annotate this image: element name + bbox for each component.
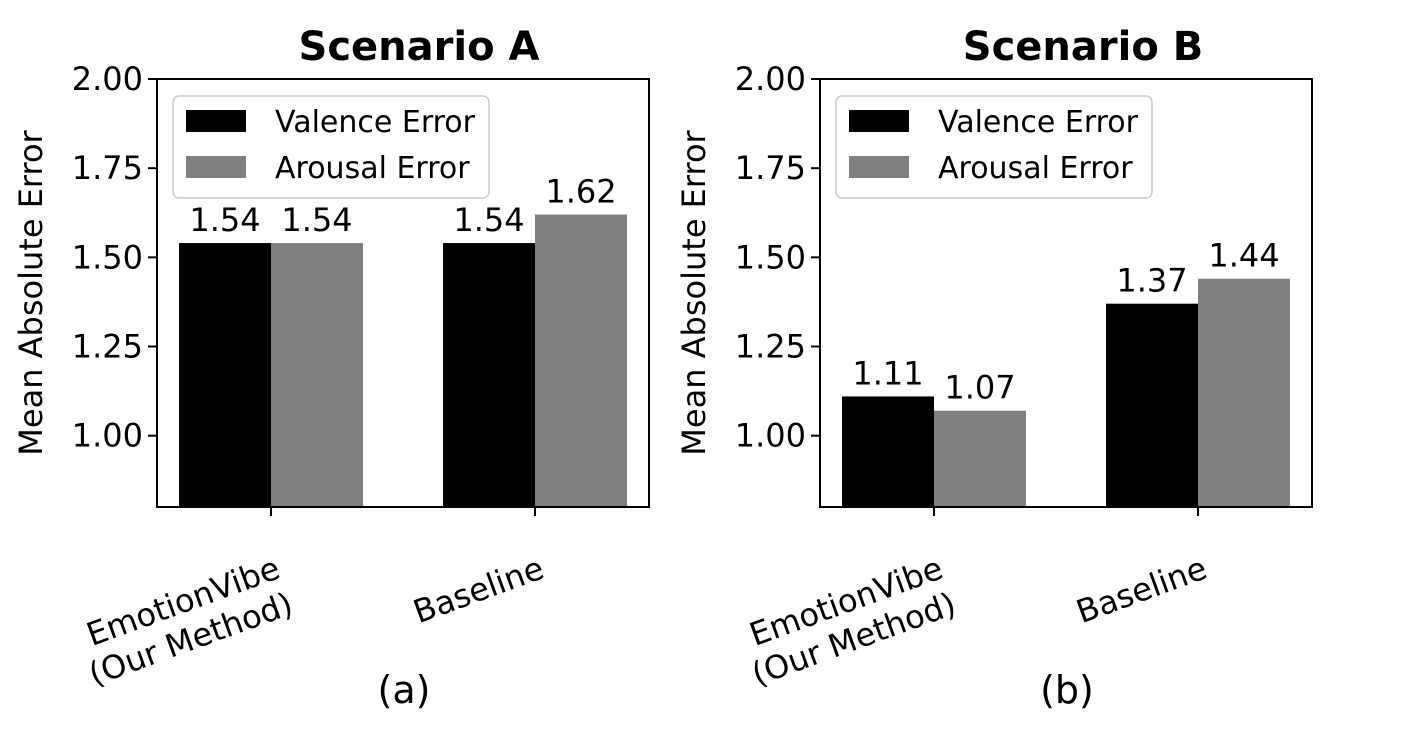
bar-valence-error <box>842 396 934 507</box>
legend-swatch <box>186 156 246 178</box>
panel-caption: (b) <box>1040 668 1094 712</box>
legend-box <box>835 95 1153 199</box>
x-tick-label-line: Baseline <box>408 549 548 631</box>
y-tick-label: 1.50 <box>735 238 806 276</box>
y-tick-label: 1.25 <box>735 328 806 366</box>
chart-panel-b: Scenario B Mean Absolute Error 1.00 1.25 1.5… <box>675 24 1313 712</box>
y-tick-label: 1.25 <box>72 328 143 366</box>
bar-value-label: 1.44 <box>1208 237 1279 275</box>
bar-valence-error <box>443 243 535 508</box>
x-tick-label: EmotionVibe(Our Method) <box>734 549 961 694</box>
panel-caption: (a) <box>378 668 431 712</box>
chart-panel-a: Scenario A Mean Absolute Error 1.00 1.25 1.5… <box>12 24 650 712</box>
y-axis-label: Mean Absolute Error <box>12 129 50 455</box>
bar-value-label: 1.07 <box>944 369 1015 407</box>
legend-entry-label: Valence Error <box>275 105 476 140</box>
legend-entry-label: Arousal Error <box>938 151 1133 186</box>
bar-arousal-error <box>535 214 627 508</box>
legend: Valence Error Arousal Error <box>172 95 490 199</box>
bar-valence-error <box>1106 303 1198 507</box>
legend-swatch <box>186 110 246 132</box>
y-tick-label: 1.75 <box>72 149 143 187</box>
bar-value-label: 1.54 <box>453 201 524 239</box>
y-tick-label: 1.75 <box>735 149 806 187</box>
y-tick-label: 1.00 <box>72 417 143 455</box>
bar-value-label: 1.37 <box>1116 262 1187 300</box>
legend: Valence Error Arousal Error <box>835 95 1153 199</box>
x-tick-label: Baseline <box>408 549 548 631</box>
y-axis-label: Mean Absolute Error <box>675 129 713 455</box>
bar-valence-error <box>179 243 271 508</box>
chart-title: Scenario B <box>963 24 1203 70</box>
y-tick-label: 1.50 <box>72 238 143 276</box>
bar-arousal-error <box>271 243 363 508</box>
legend-entry-label: Valence Error <box>938 105 1139 140</box>
y-tick-label: 1.00 <box>735 417 806 455</box>
x-tick-label: EmotionVibe(Our Method) <box>71 549 298 694</box>
y-tick-label: 2.00 <box>72 60 143 98</box>
x-tick-label: Baseline <box>1071 549 1211 631</box>
bar-arousal-error <box>934 410 1026 507</box>
bar-value-label: 1.62 <box>545 173 616 211</box>
legend-swatch <box>849 110 909 132</box>
y-tick-label: 2.00 <box>735 60 806 98</box>
legend-box <box>172 95 490 199</box>
x-tick-label-line: Baseline <box>1071 549 1211 631</box>
axes-frame <box>819 78 1313 508</box>
bar-arousal-error <box>1198 278 1290 507</box>
legend-entry-label: Arousal Error <box>275 151 470 186</box>
bar-value-label: 1.54 <box>281 201 352 239</box>
chart-title: Scenario A <box>299 24 540 70</box>
legend-swatch <box>849 156 909 178</box>
axes-frame <box>156 78 650 508</box>
bar-value-label: 1.54 <box>189 201 260 239</box>
bar-value-label: 1.11 <box>852 354 923 392</box>
